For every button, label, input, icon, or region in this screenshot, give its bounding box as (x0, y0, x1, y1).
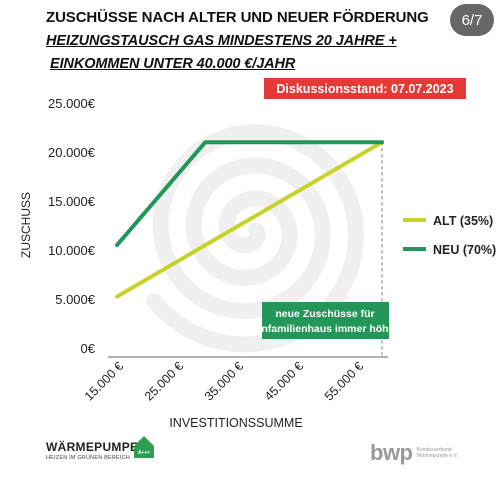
legend-label: ALT (35%) (433, 214, 493, 228)
y-tick-label: 5.000€ (55, 292, 96, 307)
x-tick-label: 35.000 € (202, 359, 246, 403)
series-line (115, 140, 384, 248)
x-axis-label: INVESTITIONSSUMME (169, 416, 302, 430)
y-tick-label: 20.000€ (48, 145, 96, 160)
efficiency-badge: A+++ (138, 450, 150, 456)
series-line (115, 140, 384, 299)
annotation-box: neue Zuschüsse für Einfamilienhaus immer … (251, 302, 399, 339)
logo-name: WÄRMEPUMPE (46, 440, 139, 454)
annotation-background (262, 302, 389, 339)
annotation-text-line-1: neue Zuschüsse für (275, 308, 374, 320)
chart-title: ZUSCHÜSSE NACH ALTER UND NEUER FÖRDERUNG (46, 9, 429, 26)
legend: ALT (35%) NEU (70%) (403, 214, 496, 257)
bwp-tagline: Bundesverband Wärmepumpe e.V. (416, 447, 458, 459)
series-lines (115, 140, 384, 299)
chart-subtitle-line-2: EINKOMMEN UNTER 40.000 €/JAHR (50, 56, 296, 72)
y-tick-label: 15.000€ (48, 194, 96, 209)
bwp-name: bwp (370, 440, 413, 465)
y-tick-label: 10.000€ (48, 243, 96, 258)
logo-tagline: HEIZEN IM GRÜNEN BEREICH (46, 455, 130, 461)
house-icon: A+++ (134, 436, 154, 458)
x-tick-label: 55.000 € (322, 359, 366, 403)
bwp-logo: bwp Bundesverband Wärmepumpe e.V. (370, 440, 465, 466)
chart-subtitle-line-1: HEIZUNGSTAUSCH GAS MINDESTENS 20 JAHRE + (46, 33, 397, 49)
y-axis-label: ZUSCHUSS (19, 192, 33, 258)
x-axis-ticks: 15.000 € 25.000 € 35.000 € 45.000 € 55.000 € (82, 359, 366, 403)
y-axis-ticks: 0€ 5.000€ 10.000€ 15.000€ 20.000€ 25.000€ (48, 96, 96, 356)
x-tick-label: 25.000 € (142, 359, 186, 403)
annotation-text-line-2: Einfamilienhaus immer höher (251, 323, 398, 335)
page-indicator[interactable]: 6/7 (450, 4, 494, 36)
legend-label: NEU (70%) (433, 243, 496, 257)
y-tick-label: 0€ (81, 341, 96, 356)
x-tick-label: 45.000 € (262, 359, 306, 403)
y-tick-label: 25.000€ (48, 96, 96, 111)
x-tick-label: 15.000 € (82, 359, 126, 403)
status-badge: Diskussionsstand: 07.07.2023 (264, 78, 466, 99)
waermepumpe-logo: WÄRMEPUMPE HEIZEN IM GRÜNEN BEREICH A+++ (46, 436, 154, 461)
